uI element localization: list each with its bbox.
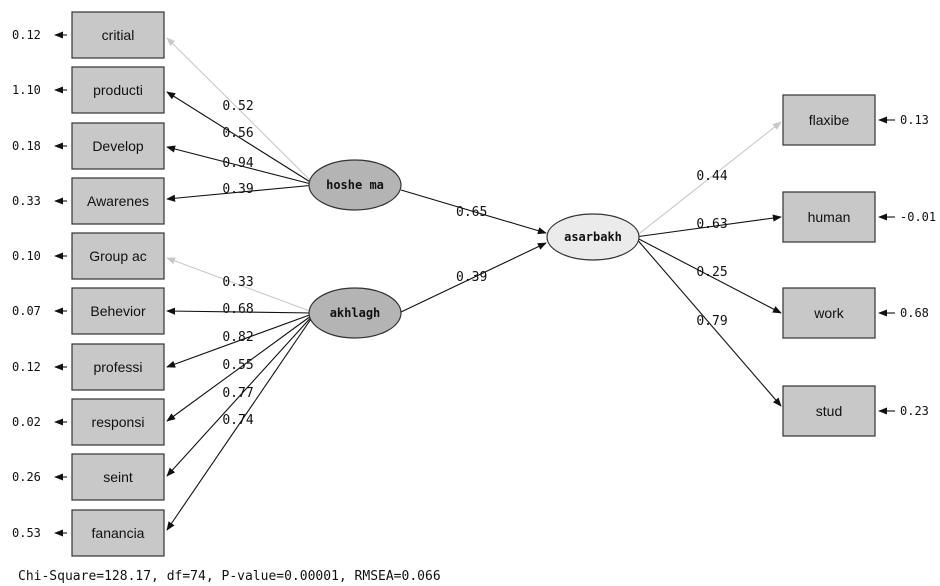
error-variance: 0.07: [12, 304, 41, 318]
indicator-box: [71, 509, 165, 557]
loading-arrow: [166, 312, 316, 422]
loading-coefficient: 0.56: [222, 126, 253, 141]
error-variance: 0.33: [12, 194, 41, 208]
loading-coefficient: 0.39: [222, 182, 253, 197]
loading-arrow: [166, 257, 316, 314]
loading-arrow: [166, 312, 316, 477]
indicator-label: Awarenes: [87, 193, 149, 209]
loading-arrow: [634, 121, 782, 238]
loading-coefficient: 0.79: [696, 314, 727, 329]
structural-arrow: [400, 189, 547, 235]
loading-arrow: [166, 307, 316, 315]
indicator-label: stud: [816, 403, 842, 419]
loading-coefficient: 0.33: [222, 275, 253, 290]
loading-arrow: [166, 145, 316, 186]
structural-coefficient: 0.65: [456, 205, 487, 220]
loading-arrow: [634, 236, 782, 407]
loading-coefficient: 0.94: [222, 156, 253, 171]
loading-arrow: [634, 236, 782, 314]
loading-arrow: [634, 214, 782, 238]
indicator-box: [71, 122, 165, 170]
loading-arrow: [166, 184, 316, 202]
error-variance: 0.02: [12, 415, 41, 429]
indicator-box: [782, 94, 876, 146]
loading-coefficient: 0.77: [222, 386, 253, 401]
error-variance: -0.01: [900, 210, 936, 224]
indicator-box: [782, 385, 876, 437]
indicator-box: [71, 66, 165, 114]
indicator-box: [782, 191, 876, 243]
error-variance: 1.10: [12, 83, 41, 97]
loading-coefficient: 0.63: [696, 217, 727, 232]
indicator-label: work: [813, 305, 845, 321]
indicator-label: human: [808, 209, 851, 225]
fit-statistics: Chi-Square=128.17, df=74, P-value=0.0000…: [18, 569, 441, 584]
error-variance: 0.23: [900, 404, 929, 418]
error-variance: 0.68: [900, 306, 929, 320]
latent-label: asarbakh: [564, 230, 622, 244]
indicator-label: flaxibe: [809, 112, 850, 128]
indicator-box: [71, 287, 165, 335]
indicator-label: professi: [93, 359, 142, 375]
loading-coefficient: 0.52: [222, 99, 253, 114]
loading-arrow: [166, 312, 316, 368]
error-variance: 0.10: [12, 249, 41, 263]
indicator-label: fanancia: [92, 525, 145, 541]
indicator-box: [71, 177, 165, 225]
error-variance: 0.13: [900, 113, 929, 127]
indicator-box: [782, 287, 876, 339]
latent-asarbakh: [546, 213, 640, 261]
loading-arrow: [166, 37, 316, 186]
loading-coefficient: 0.82: [222, 330, 253, 345]
loading-coefficient: 0.25: [696, 265, 727, 280]
latent-akhlagh: [308, 287, 402, 339]
structural-arrow: [400, 242, 547, 313]
error-variance: 0.18: [12, 139, 41, 153]
latent-label: akhlagh: [330, 306, 381, 320]
indicator-box: [71, 11, 165, 59]
error-variance: 0.12: [12, 28, 41, 42]
path-arrows: [54, 31, 895, 537]
variables: [71, 11, 876, 557]
indicator-label: producti: [93, 82, 143, 98]
latent-label: hoshe ma: [326, 178, 384, 192]
latent-hoshe: [308, 159, 402, 211]
error-variance: 0.53: [12, 526, 41, 540]
indicator-label: Behevior: [90, 303, 146, 319]
indicator-label: critial: [102, 27, 135, 43]
loading-arrow: [166, 91, 316, 186]
indicator-label: seint: [103, 469, 133, 485]
indicator-box: [71, 453, 165, 501]
loading-coefficient: 0.55: [222, 358, 253, 373]
indicator-label: responsi: [92, 414, 145, 430]
loading-coefficient: 0.44: [696, 169, 727, 184]
loading-coefficient: 0.74: [222, 413, 253, 428]
loading-arrow: [166, 312, 316, 531]
error-variance: 0.12: [12, 360, 41, 374]
indicator-box: [71, 232, 165, 280]
structural-coefficient: 0.39: [456, 270, 487, 285]
indicator-box: [71, 343, 165, 391]
indicator-box: [71, 398, 165, 446]
indicator-label: Develop: [92, 138, 144, 154]
loading-coefficient: 0.68: [222, 302, 253, 317]
error-variance: 0.26: [12, 470, 41, 484]
coefficients: 0.65 0.39 critial 0.12 0.52 producti 1.10 0.56 D…: [12, 27, 936, 541]
indicator-label: Group ac: [89, 248, 147, 264]
